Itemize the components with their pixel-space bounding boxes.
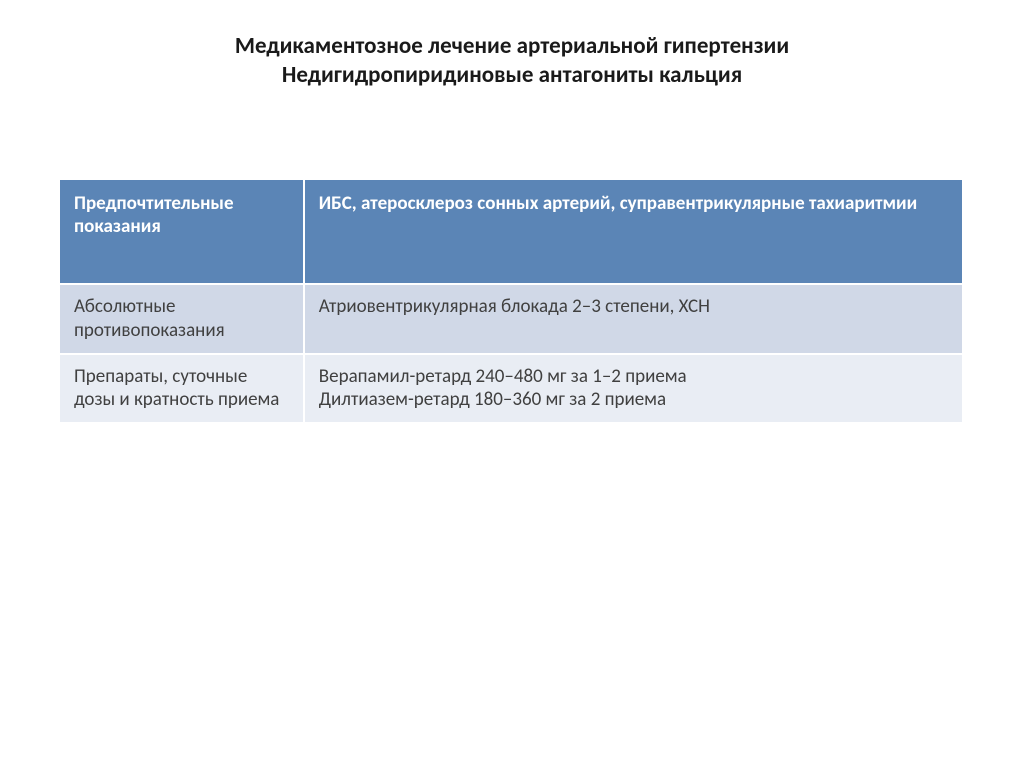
cell-value: Атриовентрикулярная блокада 2–3 степени,… <box>304 284 963 354</box>
title-line-2: Недигидропиридиновые антагониты кальция <box>60 61 964 90</box>
table-row: Абсолютные противопоказания Атриовентрик… <box>60 284 963 354</box>
slide-title: Медикаментозное лечение артериальной гип… <box>60 32 964 90</box>
cell-label: Предпочтительные показания <box>60 180 304 285</box>
table-row: Предпочтительные показания ИБС, атероскл… <box>60 180 963 285</box>
cell-label: Препараты, суточные дозы и кратность при… <box>60 354 304 424</box>
medication-table: Предпочтительные показания ИБС, атероскл… <box>60 180 964 425</box>
slide: Медикаментозное лечение артериальной гип… <box>0 0 1024 767</box>
cell-value: Верапамил-ретард 240–480 мг за 1–2 прием… <box>304 354 963 424</box>
table-row: Препараты, суточные дозы и кратность при… <box>60 354 963 424</box>
cell-value: ИБС, атеросклероз сонных артерий, суправ… <box>304 180 963 285</box>
title-line-1: Медикаментозное лечение артериальной гип… <box>60 32 964 61</box>
cell-label: Абсолютные противопоказания <box>60 284 304 354</box>
